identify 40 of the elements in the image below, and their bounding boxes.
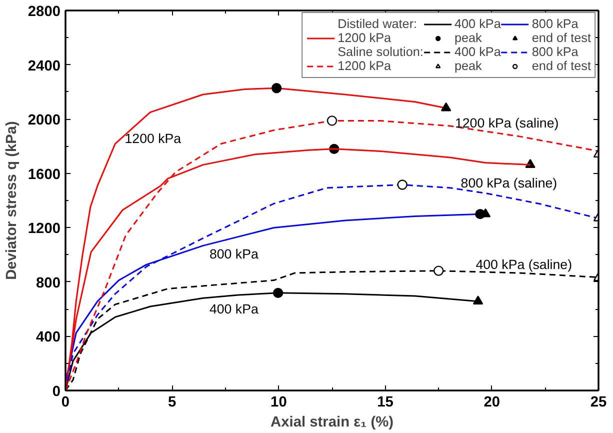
annotation: 400 kPa (saline) [476,257,572,272]
y-tick-label: 1200 [28,221,61,238]
y-tick-label: 800 [36,275,61,292]
x-axis-title: Axial strain ε₁ (%) [270,414,394,430]
y-tick-label: 0 [52,384,61,400]
legend-label: 1200 kPa [338,31,392,45]
legend-label: 800 kPa [532,45,578,59]
point [434,266,444,276]
legend-label: 1200 kPa [338,59,392,73]
x-tick-label: 10 [270,394,287,410]
annotation: 400 kPa [209,301,259,316]
annotation: Saline solution: [338,45,424,59]
x-tick-label: 20 [484,394,500,410]
annotation: 800 kPa (saline) [460,176,558,191]
point [472,296,484,305]
x-tick-label: 25 [590,394,607,410]
point [271,83,282,94]
legend-label: peak [454,31,482,45]
x-tick-label: 15 [377,394,394,410]
x-tick-label: 5 [168,394,176,410]
legend-label: end of test [532,59,591,73]
y-tick-label: 1600 [28,166,61,183]
annotation: 1200 kPa (saline) [454,115,559,130]
annotation: Distiled water: [338,17,418,31]
y-tick-label: 2000 [28,112,61,129]
point [397,180,408,190]
point [272,288,284,298]
annotation: 800 kPa [209,246,259,262]
legend-label: end of test [532,31,591,45]
legend-label: peak [454,59,482,73]
legend-label: 400 kPa [454,17,501,31]
point [326,116,338,126]
y-tick-label: 2800 [28,4,61,20]
legend-label: 800 kPa [532,17,578,31]
y-tick-label: 400 [36,330,61,346]
y-tick-label: 2400 [28,58,61,74]
y-axis-title: Deviator stress q (kPa) [4,120,20,280]
annotation: 1200 kPa [124,131,182,146]
legend-label: 400 kPa [454,45,501,59]
point [440,102,452,112]
